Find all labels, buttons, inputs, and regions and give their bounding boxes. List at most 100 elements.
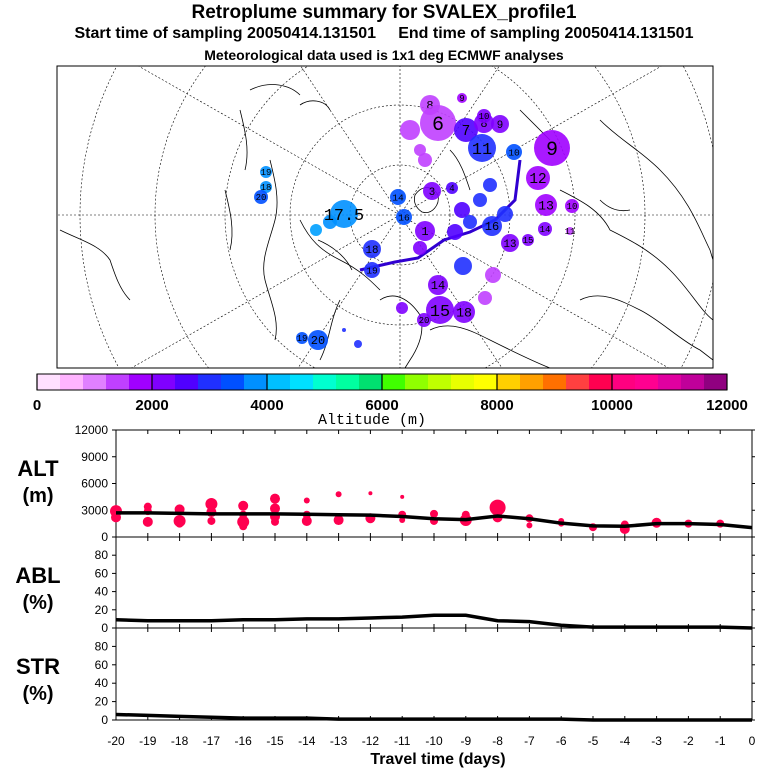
plume-day-label: 9 [546, 139, 558, 162]
coastlines [59, 84, 713, 368]
colorbar-cell [60, 374, 84, 390]
x-tick-label: -8 [492, 734, 503, 748]
plume-cluster-circle [364, 262, 380, 278]
y-tick-label: 80 [95, 548, 109, 562]
plume-blob [478, 291, 492, 305]
colorbar-cell [704, 374, 728, 390]
colorbar-cell [198, 374, 222, 390]
colorbar-cell [267, 374, 291, 390]
colorbar-tick-label: 8000 [480, 397, 513, 414]
x-tick-label: -20 [107, 734, 125, 748]
plume-cluster-circle [330, 200, 358, 228]
plume-blob [414, 144, 426, 156]
y-tick-label: 0 [101, 713, 108, 727]
y-tick-label: 20 [95, 695, 109, 709]
plume-cluster-circle [566, 227, 574, 235]
altitude-cluster-point [271, 517, 279, 526]
x-tick-label: -7 [524, 734, 535, 748]
colorbar-tick-label: 0 [33, 397, 41, 414]
altitude-cluster-point [270, 493, 280, 504]
panel-label: ALT [17, 456, 59, 481]
altitude-cluster-point [368, 491, 373, 496]
plume-cluster-circle [260, 181, 272, 193]
plume-cluster-circle [477, 109, 491, 123]
colorbar-cell [589, 374, 613, 390]
plume-blob [342, 328, 346, 332]
plume-cluster-circle [535, 194, 557, 216]
x-tick-label: -6 [556, 734, 567, 748]
x-tick-label: -2 [683, 734, 694, 748]
y-tick-label: 40 [95, 676, 109, 690]
plume-cluster-circle [254, 190, 268, 204]
x-tick-label: -4 [619, 734, 630, 748]
plume-day-label: 10 [479, 112, 490, 122]
plume-day-label: 7 [462, 124, 471, 140]
plume-day-label: 13 [504, 239, 517, 251]
altitude-cluster-point [142, 516, 153, 527]
sampling-time-subtitle: Start time of sampling 20050414.131501 E… [74, 25, 694, 42]
colorbar-cell [382, 374, 406, 390]
plume-cluster-circle [454, 118, 478, 142]
plume-blob [454, 257, 472, 275]
series-line-str [115, 712, 752, 722]
plume-blob [400, 120, 420, 140]
chart-title: Retroplume summary for SVALEX_profile1 [191, 2, 577, 23]
altitude-colorbar: 0 2000 4000 6000 8000 10000 12000 Altitude (m) [33, 373, 748, 429]
colorbar-cell [244, 374, 268, 390]
plume-blob [354, 340, 362, 348]
altitude-cluster-point [111, 512, 121, 523]
colorbar-tick-label: 12000 [706, 397, 748, 414]
plume-blob [497, 206, 513, 222]
colorbar-cell [658, 374, 682, 390]
plume-cluster-circle [457, 93, 467, 103]
plume-day-label: 10 [567, 202, 578, 212]
colorbar-tick-label: 6000 [365, 397, 398, 414]
colorbar-tick-labels: 0 2000 4000 6000 8000 10000 12000 [33, 374, 748, 414]
panel-unit-label: (m) [22, 485, 53, 507]
y-tick-label: 6000 [81, 477, 108, 491]
colorbar-cell [152, 374, 176, 390]
plume-day-label: 16 [398, 212, 410, 223]
panel-label: ABL [15, 563, 60, 588]
altitude-cluster-point [205, 498, 218, 511]
plume-day-label: 14 [540, 225, 551, 235]
y-tick-label: 20 [95, 603, 109, 617]
plume-cluster-circle [428, 275, 448, 295]
panel-unit-label: (%) [22, 592, 53, 614]
plume-cluster-circle [526, 166, 550, 190]
altitude-cluster-point [239, 522, 248, 531]
colorbar-tick-label: 10000 [591, 397, 633, 414]
y-tick-label: 60 [95, 566, 109, 580]
colorbar-cell [635, 374, 659, 390]
plume-day-label: 11 [472, 141, 492, 160]
altitude-cluster-point [335, 491, 342, 498]
colorbar-cell [428, 374, 452, 390]
plume-blob [485, 267, 501, 283]
plume-cluster-circle [260, 166, 272, 178]
x-tick-label: -15 [266, 734, 284, 748]
colorbar-cell [405, 374, 429, 390]
colorbar-cell [37, 374, 61, 390]
colorbar-cell [83, 374, 107, 390]
plume-blob [310, 224, 322, 236]
colorbar-cell [175, 374, 199, 390]
plume-day-label: 15 [523, 236, 534, 246]
plume-day-label: 20 [311, 334, 325, 348]
altitude-cluster-point [333, 515, 344, 526]
colorbar-cell [520, 374, 544, 390]
x-tick-label: -14 [298, 734, 316, 748]
colorbar-cell [336, 374, 360, 390]
plume-cluster-circle [538, 222, 552, 236]
plume-day-label: 9 [459, 94, 464, 104]
x-tick-label: -3 [651, 734, 662, 748]
altitude-cluster-point [303, 497, 310, 504]
plume-cluster-circle [426, 296, 454, 324]
plume-cluster-circle [453, 301, 475, 323]
plume-day-label: 18 [366, 245, 379, 257]
altitude-cluster-point [301, 515, 312, 526]
x-axis: -20 -19 -18 -17 -16 -15 -14 -13 -12 -11 -10 -9 -8 -7-… [107, 734, 755, 768]
plume-cluster-circle [396, 209, 412, 225]
colorbar-cell [451, 374, 475, 390]
time-series-panels: 030006000900012000ALT(m)020406080ABL(%)0… [15, 423, 755, 768]
